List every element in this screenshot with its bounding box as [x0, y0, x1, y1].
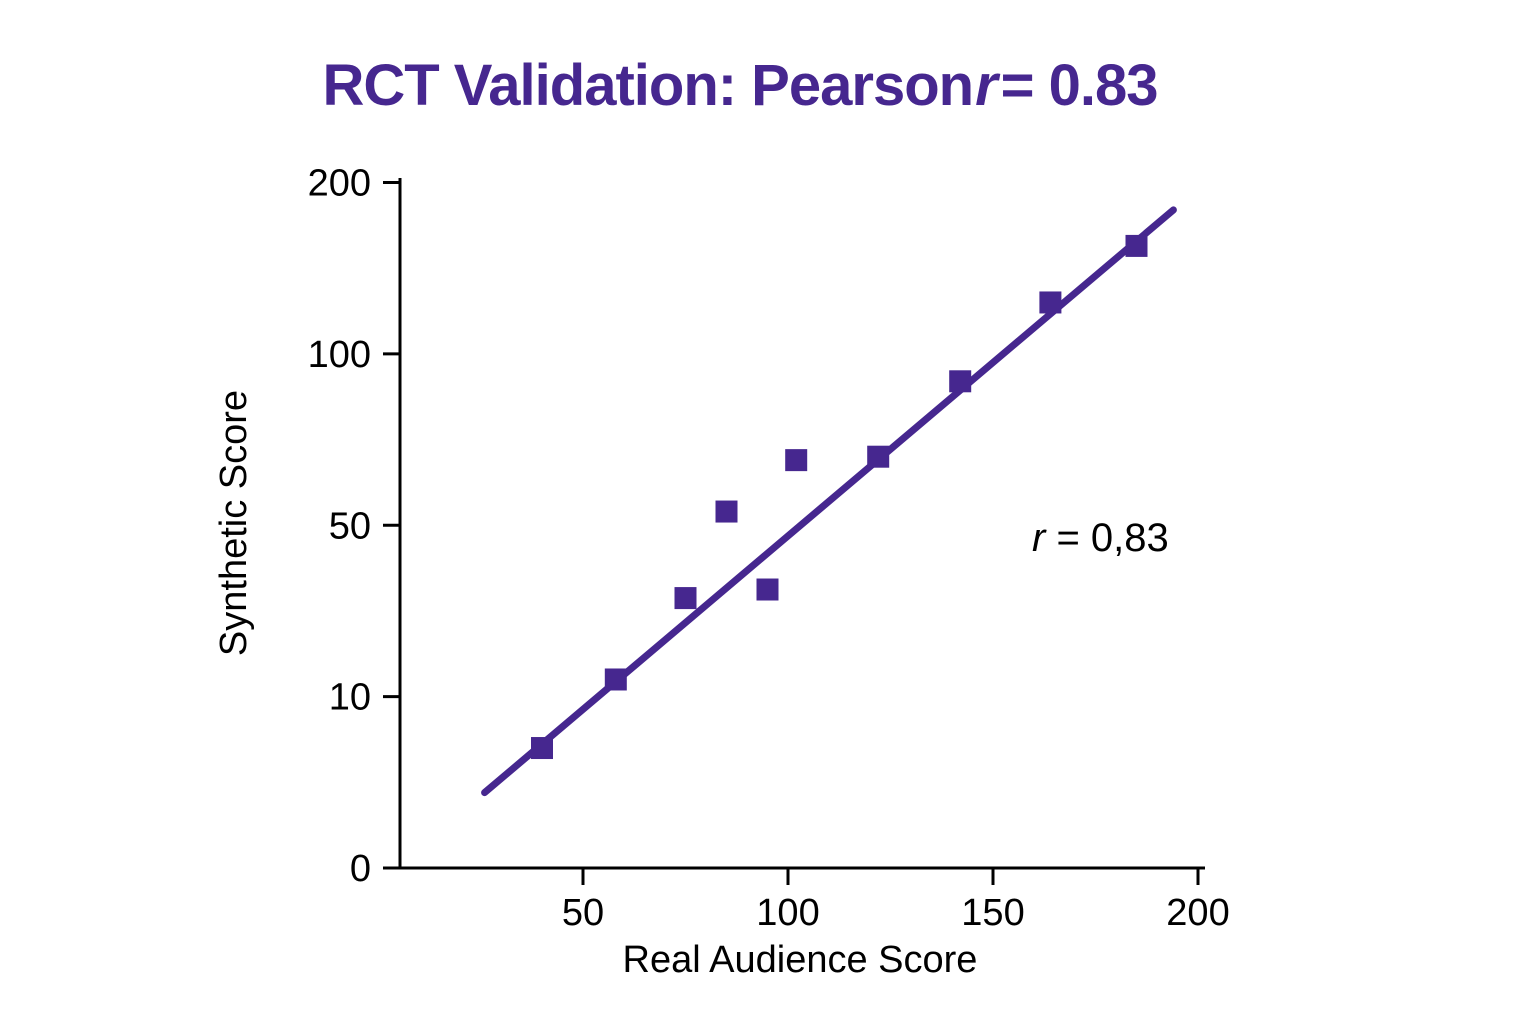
data-point [785, 449, 808, 472]
y-axis-ticks: 0 10 50 100 200 [308, 163, 400, 890]
trendline [481, 206, 1177, 797]
data-point [1039, 291, 1062, 314]
chart-title: RCT Validation: Pearsonr= 0.83 [0, 52, 1480, 119]
x-tick-label: 150 [961, 892, 1024, 934]
scatter-points [531, 234, 1148, 760]
x-axis-label: Real Audience Score [623, 939, 978, 981]
y-tick-label: 100 [308, 334, 371, 376]
data-point [949, 370, 972, 393]
data-point [531, 737, 553, 760]
y-tick-label: 50 [329, 505, 371, 547]
y-axis-label: Synthetic Score [213, 390, 255, 656]
y-tick-label: 200 [308, 163, 371, 205]
x-axis-ticks: 50 100 150 200 [562, 868, 1230, 934]
data-point [604, 668, 627, 691]
title-r-symbol: r [975, 53, 998, 118]
x-tick-label: 50 [562, 892, 604, 934]
title-prefix: RCT Validation: Pearson [322, 53, 974, 118]
title-value: = 0.83 [1000, 53, 1159, 118]
data-point [1125, 234, 1148, 257]
correlation-annotation: r = 0,83 [1032, 516, 1169, 560]
annotation-value: = 0,83 [1045, 516, 1168, 560]
y-tick-label: 10 [329, 677, 371, 719]
x-tick-label: 100 [756, 892, 819, 934]
data-point [756, 578, 779, 601]
data-point [867, 445, 890, 468]
x-tick-label: 200 [1166, 892, 1229, 934]
data-point [715, 500, 738, 523]
annotation-r-symbol: r [1032, 516, 1047, 560]
data-point [674, 587, 697, 610]
y-tick-label: 0 [350, 848, 371, 890]
